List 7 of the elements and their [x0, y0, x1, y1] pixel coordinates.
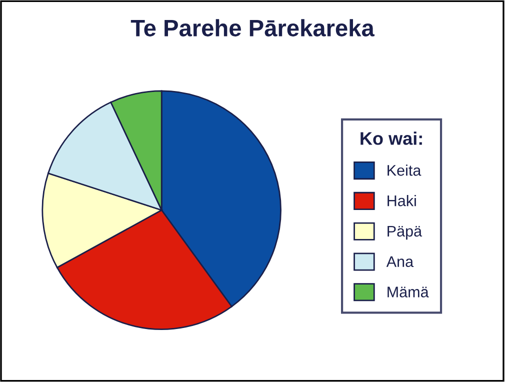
legend-label: Ana [386, 256, 414, 268]
legend-label: Mämä [388, 286, 429, 298]
legend-label: Keita [388, 164, 422, 176]
legend-label: Päpä [388, 226, 422, 240]
legend-title: Ko wai: [360, 132, 422, 145]
legend-label: Haki [388, 194, 416, 206]
chart-title: Te Parehe Pārekareka [130, 19, 375, 36]
